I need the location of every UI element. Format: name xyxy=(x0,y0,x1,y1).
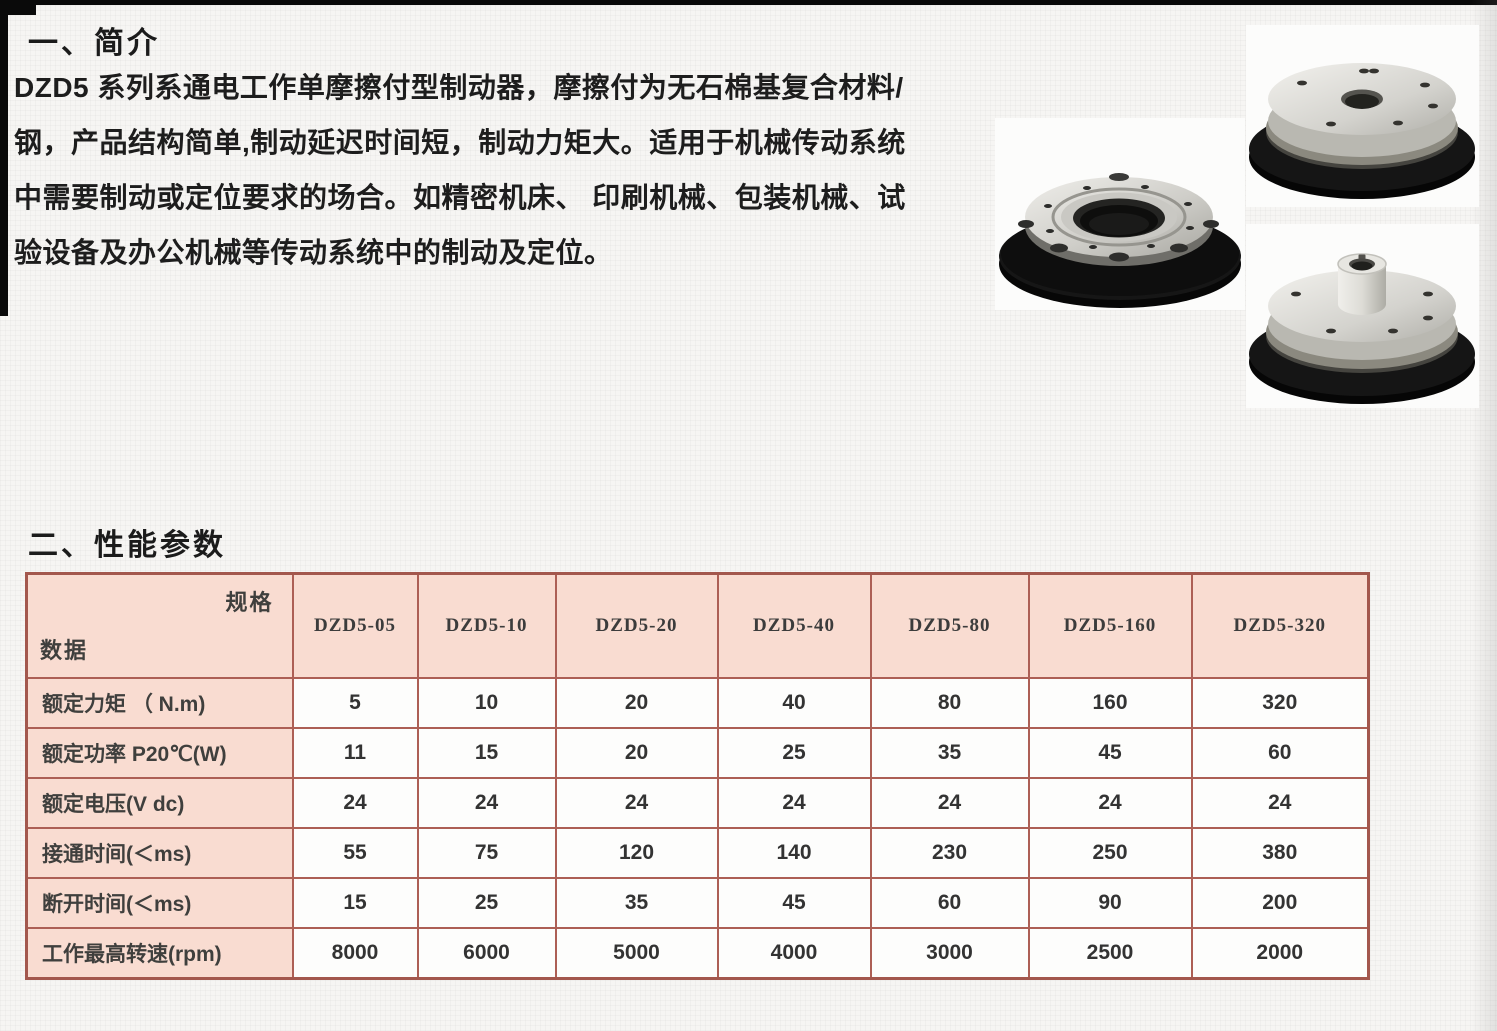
intro-line: 验设备及办公机械等传动系统中的制动及定位。 xyxy=(14,237,613,268)
section1-heading: 一、简介 xyxy=(28,27,160,60)
table-cell: 120 xyxy=(554,827,719,879)
intro-line: DZD5 系列系通电工作单摩擦付型制动器，摩擦付为无石棉基复合材料/ xyxy=(14,72,904,103)
table-cell: 35 xyxy=(554,877,719,929)
table-header-row: 规格 数据 DZD5-05 DZD5-10 DZD5-20 DZD5-40 DZD5-8… xyxy=(25,572,1370,679)
left-edge-bar xyxy=(0,0,8,316)
table-cell: 55 xyxy=(291,827,419,879)
table-cell: 80 xyxy=(869,677,1030,729)
column-header: DZD5-10 xyxy=(416,572,557,679)
table-cell: 60 xyxy=(1190,727,1370,779)
intro-line: 钢，产品结构简单,制动延迟时间短，制动力矩大。适用于机械传动系统 xyxy=(14,127,906,158)
row-label: 工作最高转速(rpm) xyxy=(25,927,294,979)
column-header: DZD5-80 xyxy=(869,572,1030,679)
corner-label-spec: 规格 xyxy=(225,590,274,615)
corner-block xyxy=(0,0,36,15)
row-label: 额定功率 P20℃(W) xyxy=(25,727,294,779)
table-cell: 380 xyxy=(1190,827,1370,879)
table-cell: 2500 xyxy=(1027,927,1193,979)
table-row: 断开时间(＜ms) 15 25 35 45 60 90 200 xyxy=(25,877,1370,929)
table-cell: 20 xyxy=(554,727,719,779)
section2-heading: 二、性能参数 xyxy=(28,529,226,562)
performance-table: 规格 数据 DZD5-05 DZD5-10 DZD5-20 DZD5-40 DZD5-8… xyxy=(25,572,1370,980)
table-row: 额定功率 P20℃(W) 11 15 20 25 35 45 60 xyxy=(25,727,1370,779)
table-cell: 140 xyxy=(716,827,872,879)
table-cell: 25 xyxy=(416,877,557,929)
brake-photo-angled xyxy=(995,118,1245,310)
intro-line: 中需要制动或定位要求的场合。如精密机床、 印刷机械、包装机械、试 xyxy=(14,182,906,213)
table-cell: 320 xyxy=(1190,677,1370,729)
table-cell: 45 xyxy=(716,877,872,929)
table-cell: 15 xyxy=(291,877,419,929)
column-header: DZD5-320 xyxy=(1190,572,1370,679)
table-cell: 40 xyxy=(716,677,872,729)
table-cell: 60 xyxy=(869,877,1030,929)
table-cell: 6000 xyxy=(416,927,557,979)
table-cell: 24 xyxy=(869,777,1030,829)
brake-photo-flat-top xyxy=(1246,25,1479,207)
table-cell: 20 xyxy=(554,677,719,729)
table-cell: 11 xyxy=(291,727,419,779)
column-header: DZD5-160 xyxy=(1027,572,1193,679)
table-cell: 24 xyxy=(291,777,419,829)
corner-label-data: 数据 xyxy=(40,638,89,663)
table-cell: 45 xyxy=(1027,727,1193,779)
table-cell: 200 xyxy=(1190,877,1370,929)
table-row: 工作最高转速(rpm) 8000 6000 5000 4000 3000 2500 2000 xyxy=(25,927,1370,979)
table-cell: 35 xyxy=(869,727,1030,779)
row-label: 额定力矩 （ N.m) xyxy=(25,677,294,729)
table-row: 额定力矩 （ N.m) 5 10 20 40 80 160 320 xyxy=(25,677,1370,729)
table-cell: 2000 xyxy=(1190,927,1370,979)
brake-photo-hub xyxy=(1246,224,1479,408)
table-cell: 3000 xyxy=(869,927,1030,979)
row-label: 接通时间(＜ms) xyxy=(25,827,294,879)
spec-data-corner-cell: 规格 数据 xyxy=(25,572,294,679)
table-cell: 24 xyxy=(416,777,557,829)
row-label: 断开时间(＜ms) xyxy=(25,877,294,929)
table-cell: 24 xyxy=(716,777,872,829)
table-cell: 25 xyxy=(716,727,872,779)
table-cell: 24 xyxy=(1027,777,1193,829)
intro-paragraph: DZD5 系列系通电工作单摩擦付型制动器，摩擦付为无石棉基复合材料/ 钢，产品结… xyxy=(14,60,1014,280)
table-row: 接通时间(＜ms) 55 75 120 140 230 250 380 xyxy=(25,827,1370,879)
column-header: DZD5-40 xyxy=(716,572,872,679)
table-cell: 90 xyxy=(1027,877,1193,929)
row-label: 额定电压(V dc) xyxy=(25,777,294,829)
table-cell: 230 xyxy=(869,827,1030,879)
top-edge-bar xyxy=(0,0,1497,5)
table-cell: 24 xyxy=(554,777,719,829)
table-cell: 250 xyxy=(1027,827,1193,879)
table-cell: 4000 xyxy=(716,927,872,979)
table-cell: 8000 xyxy=(291,927,419,979)
table-cell: 5 xyxy=(291,677,419,729)
table-row: 额定电压(V dc) 24 24 24 24 24 24 24 xyxy=(25,777,1370,829)
table-cell: 15 xyxy=(416,727,557,779)
table-cell: 10 xyxy=(416,677,557,729)
column-header: DZD5-05 xyxy=(291,572,419,679)
table-cell: 24 xyxy=(1190,777,1370,829)
column-header: DZD5-20 xyxy=(554,572,719,679)
table-cell: 5000 xyxy=(554,927,719,979)
table-cell: 75 xyxy=(416,827,557,879)
table-cell: 160 xyxy=(1027,677,1193,729)
